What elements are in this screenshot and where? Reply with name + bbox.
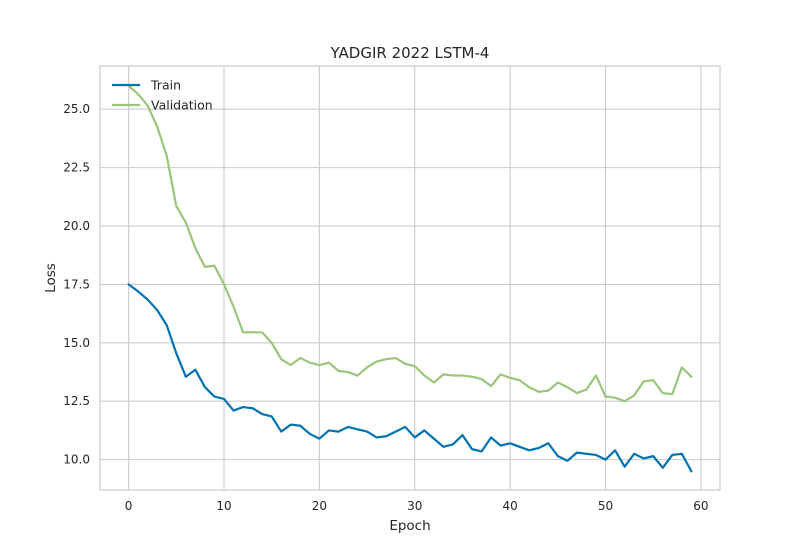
x-tick-label: 40: [503, 499, 518, 513]
y-tick-label: 12.5: [63, 394, 90, 408]
x-tick-label: 30: [407, 499, 422, 513]
y-tick-label: 22.5: [63, 161, 90, 175]
y-tick-label: 15.0: [63, 336, 90, 350]
legend: Train Validation: [112, 78, 213, 113]
x-tick-label: 0: [125, 499, 133, 513]
tick-labels: 0 10 20 30 40 50 60 10.0 12.5 15.0 17.5 20.0 22.5 25.…: [63, 102, 708, 513]
y-tick-label: 20.0: [63, 219, 90, 233]
y-tick-label: 10.0: [63, 453, 90, 467]
series-line-train: [127, 283, 693, 473]
x-tick-label: 50: [598, 499, 613, 513]
series-layer: [127, 84, 693, 473]
legend-label-train: Train: [150, 78, 181, 93]
series-line-validation: [127, 84, 693, 403]
x-axis-label: Epoch: [389, 518, 430, 534]
x-tick-label: 60: [693, 499, 708, 513]
y-tick-label: 25.0: [63, 102, 90, 116]
plot-frame: [99, 65, 721, 491]
y-axis-label: Loss: [43, 263, 59, 293]
grid: [100, 66, 720, 490]
legend-label-validation: Validation: [151, 98, 213, 113]
chart-title: YADGIR 2022 LSTM-4: [330, 44, 490, 62]
x-tick-label: 10: [216, 499, 231, 513]
x-tick-label: 20: [312, 499, 327, 513]
y-tick-label: 17.5: [63, 277, 90, 291]
